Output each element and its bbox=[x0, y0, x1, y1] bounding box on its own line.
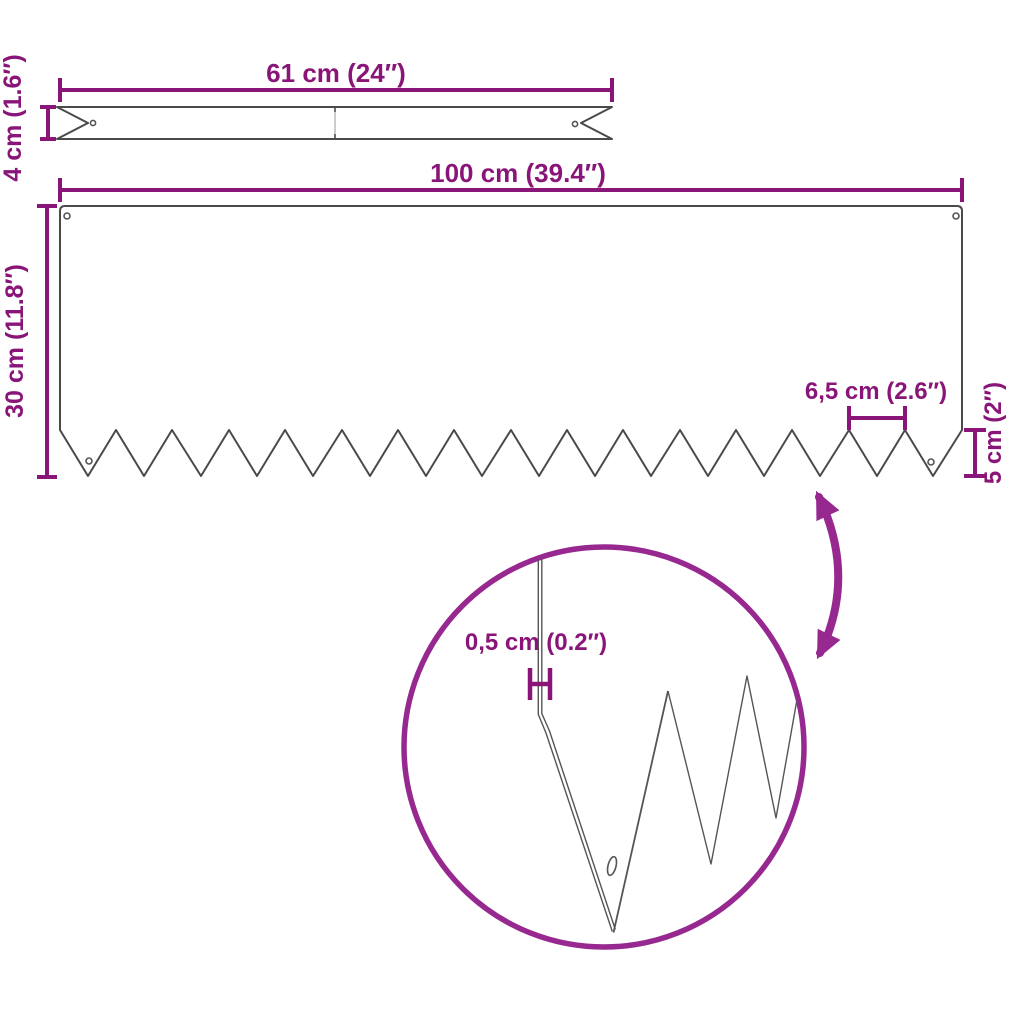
spike-height-label: 5 cm (2″) bbox=[980, 382, 1007, 484]
strip-thickness-label: 4 cm (1.6″) bbox=[0, 54, 27, 181]
panel-hole-bottom-left bbox=[85, 457, 93, 465]
panel-hole-top-left bbox=[63, 212, 71, 220]
detail-teeth-far bbox=[667, 675, 802, 865]
strip-length-dimension: 61 cm (24″) bbox=[58, 58, 614, 102]
panel-front-view bbox=[59, 205, 963, 477]
detail-edge-line-outer bbox=[537, 549, 613, 932]
panel-width-label: 100 cm (39.4″) bbox=[430, 158, 606, 188]
panel-outline bbox=[59, 205, 963, 477]
detail-contents bbox=[537, 549, 802, 933]
panel-hole-top-right bbox=[952, 212, 960, 220]
strip-outline bbox=[56, 106, 613, 140]
panel-hole-bottom-right bbox=[927, 458, 935, 466]
strip-side-view bbox=[56, 106, 613, 140]
detail-edge-line-inner bbox=[541, 549, 616, 930]
detail-circle bbox=[401, 544, 807, 950]
strip-thickness-dimension: 4 cm (1.6″) bbox=[0, 54, 56, 182]
panel-width-dimension: 100 cm (39.4″) bbox=[58, 158, 964, 202]
material-thickness-label: 0,5 cm (0.2″) bbox=[465, 629, 607, 656]
strip-length-label: 61 cm (24″) bbox=[266, 58, 406, 88]
panel-height-label: 30 cm (11.8″) bbox=[1, 264, 29, 418]
tooth-spacing-dimension: 6,5 cm (2.6″) bbox=[805, 378, 947, 430]
strip-hole-left bbox=[89, 119, 97, 127]
detail-callout: 0,5 cm (0.2″) bbox=[401, 544, 807, 950]
panel-height-dimension: 30 cm (11.8″) bbox=[1, 204, 57, 479]
strip-hole-right bbox=[571, 120, 579, 128]
thickness-dimension-marker bbox=[527, 668, 553, 700]
tooth-spacing-label: 6,5 cm (2.6″) bbox=[805, 378, 947, 405]
zoom-arrow bbox=[815, 490, 843, 660]
detail-hole bbox=[606, 855, 618, 877]
detail-tooth-right-slope bbox=[612, 690, 669, 933]
spike-height-dimension: 5 cm (2″) bbox=[964, 382, 1007, 484]
